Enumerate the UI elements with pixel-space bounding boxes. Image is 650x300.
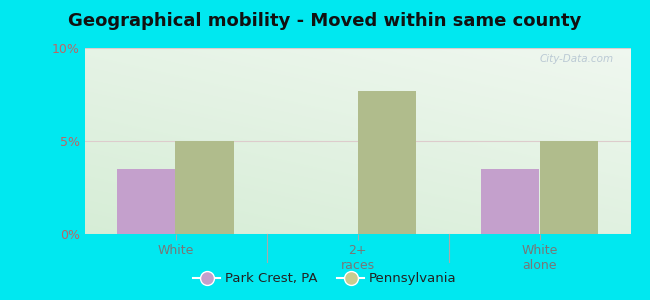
Bar [358, 91, 416, 234]
Bar [481, 169, 540, 234]
Text: Geographical mobility - Moved within same county: Geographical mobility - Moved within sam… [68, 12, 582, 30]
Bar [117, 169, 176, 234]
Bar [176, 141, 234, 234]
Bar [540, 141, 598, 234]
Text: City-Data.com: City-Data.com [540, 54, 614, 64]
Legend: Park Crest, PA, Pennsylvania: Park Crest, PA, Pennsylvania [188, 267, 462, 290]
